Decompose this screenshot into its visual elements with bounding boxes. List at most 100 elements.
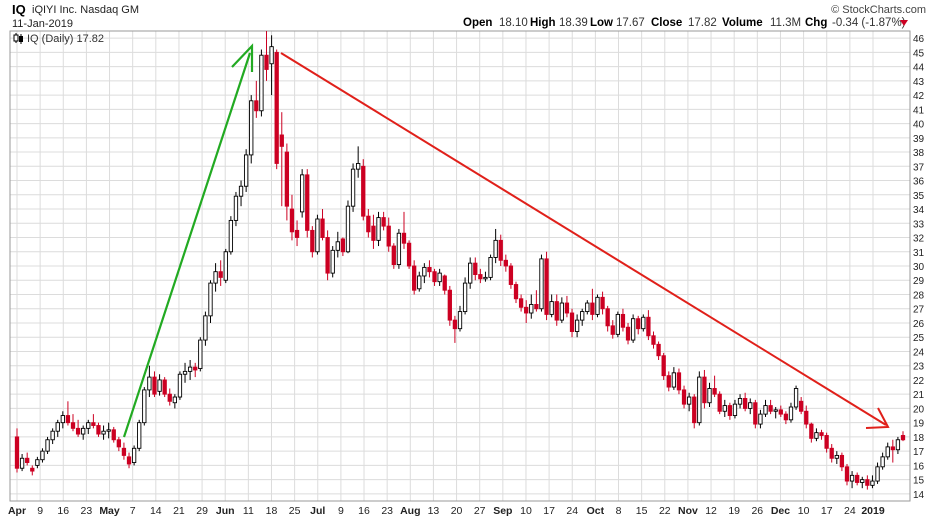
x-tick-label: Nov [678,505,698,517]
candle [432,268,437,286]
candle-body [356,163,361,170]
candle-body [518,298,524,308]
stat-chg-value: -0.34 (-1.87%) [832,17,906,29]
candle-body [427,266,432,273]
candle-body [208,282,213,317]
candle [737,394,743,409]
candle [70,414,76,432]
candle-body [717,393,722,412]
candle-body [320,218,325,238]
candle-body [218,271,223,278]
candle [60,411,65,429]
candle [152,371,157,398]
candle-body [569,312,575,332]
candle-body [25,457,30,463]
candle [865,475,870,490]
candle-body [106,429,111,432]
candle-body [142,389,147,424]
candle-body [742,398,748,409]
candle-body [473,262,478,275]
x-tick-label: 13 [428,505,440,517]
y-tick-label: 15 [913,476,925,487]
green-arrowhead-icon [231,43,254,72]
candle [14,428,20,473]
green-uptrend-line [122,52,252,438]
candle-body [534,304,539,310]
x-tick-label: Sep [493,505,512,517]
candle-body [900,435,906,441]
candle [559,297,564,323]
candle-body [116,439,121,448]
x-tick-label: 9 [338,505,344,517]
candle-body [187,366,193,372]
y-tick-label: 24 [913,347,925,358]
x-tick-label: 19 [728,505,740,517]
y-tick-label: 31 [913,248,925,259]
candle-body [870,480,875,486]
y-tick-label: 18 [913,433,925,444]
candle-body [549,301,554,315]
candle-body [880,456,885,468]
candle-body [895,439,901,451]
candle [900,431,906,442]
candle [101,425,106,440]
candle-body [707,388,712,404]
stat-open-value: 18.10 [499,17,528,29]
candle [218,260,223,286]
stat-volume-value: 11.3M [770,17,801,29]
candle-body [254,100,259,112]
y-tick-label: 26 [913,319,925,330]
chg-down-arrow-icon [900,20,908,26]
y-tick-label: 41 [913,105,925,116]
candle-body [50,430,55,441]
candle [279,112,284,207]
candle-body [70,422,76,429]
candle [157,374,162,396]
x-tick-label: 16 [57,505,69,517]
candle-body [126,456,132,465]
candle [732,399,738,419]
y-tick-label: 36 [913,177,925,188]
candle [580,308,585,326]
candle-body [406,242,412,267]
annotation-layer [122,43,890,438]
candle-body [814,432,819,439]
candle-body [656,343,661,357]
candle [534,290,539,312]
candle-body [121,447,127,456]
candle [661,352,666,380]
stat-open-label: Open [463,17,492,29]
candle [870,475,875,489]
candle-body [671,372,677,388]
candle [193,362,198,378]
candle-body [636,318,641,330]
candle-body [111,429,116,441]
candle-body [279,134,284,147]
x-tick-label: 26 [751,505,763,517]
candle [819,429,824,440]
candle-body [238,185,244,197]
candle [243,149,249,192]
candle-body [468,262,473,284]
y-tick-label: 22 [913,376,925,387]
candle-body [157,379,162,392]
y-tick-label: 38 [913,148,925,159]
candle-body [646,316,651,337]
candle-body [610,325,615,335]
candle [641,314,646,332]
candle-body [855,474,860,483]
candle [86,419,91,435]
candle [503,254,508,272]
candle-body [101,430,106,435]
candle [187,360,193,380]
candle [356,146,361,178]
candle [748,398,753,415]
y-tick-label: 29 [913,276,925,287]
candle-body [737,398,743,405]
y-axis: 14 15 16 17 18 19 20 21 22 23 24 25 26 27 28 29 30 31 32 33… [913,34,925,501]
candle [50,428,55,445]
candle [325,230,330,281]
candle [549,294,554,318]
candle [773,407,778,419]
